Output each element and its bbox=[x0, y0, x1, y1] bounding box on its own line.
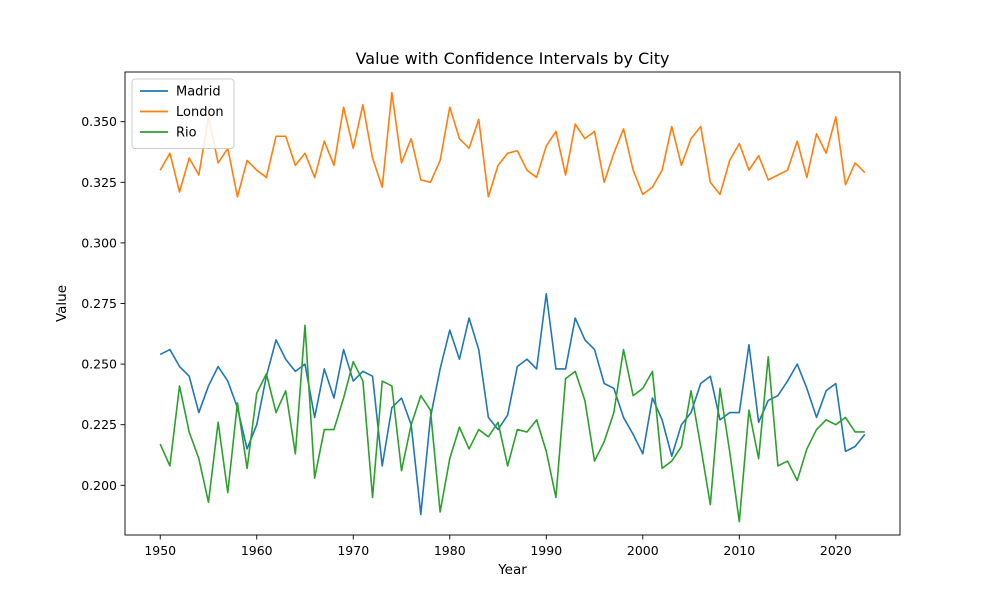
x-tick-label: 1970 bbox=[337, 543, 369, 558]
plot-area bbox=[124, 71, 901, 536]
x-tick-label: 1990 bbox=[530, 543, 562, 558]
y-tick-label: 0.350 bbox=[81, 114, 117, 129]
y-axis: 0.200 0.225 0.250 0.275 0.300 0.325 0.350 bbox=[81, 114, 125, 493]
x-tick-label: 2000 bbox=[627, 543, 659, 558]
x-axis-title: Year bbox=[497, 562, 527, 578]
y-tick-label: 0.200 bbox=[81, 478, 117, 493]
chart-title: Value with Confidence Intervals by City bbox=[356, 49, 670, 68]
y-tick-label: 0.325 bbox=[81, 175, 117, 190]
series-line-london bbox=[159, 91, 866, 198]
x-axis: 1950 1960 1970 1980 1990 2000 2010 2020 bbox=[144, 535, 852, 558]
series-line-madrid bbox=[159, 292, 866, 516]
x-tick-label: 1950 bbox=[144, 543, 176, 558]
x-tick-label: 2010 bbox=[723, 543, 755, 558]
y-tick-label: 0.300 bbox=[81, 235, 117, 250]
x-tick-label: 1980 bbox=[434, 543, 466, 558]
y-tick-label: 0.275 bbox=[81, 296, 117, 311]
y-axis-title: Value bbox=[54, 285, 70, 322]
legend: Madrid London Rio bbox=[131, 78, 235, 149]
legend-label-madrid: Madrid bbox=[176, 85, 221, 100]
legend-label-london: London bbox=[176, 105, 224, 120]
legend-label-rio: Rio bbox=[176, 126, 197, 141]
x-tick-label: 1960 bbox=[241, 543, 273, 558]
y-tick-label: 0.250 bbox=[81, 357, 117, 372]
series-line-rio bbox=[159, 324, 865, 523]
y-tick-label: 0.225 bbox=[81, 417, 117, 432]
series-layer bbox=[159, 91, 866, 523]
plot-background bbox=[125, 72, 900, 535]
x-tick-label: 2020 bbox=[820, 543, 852, 558]
